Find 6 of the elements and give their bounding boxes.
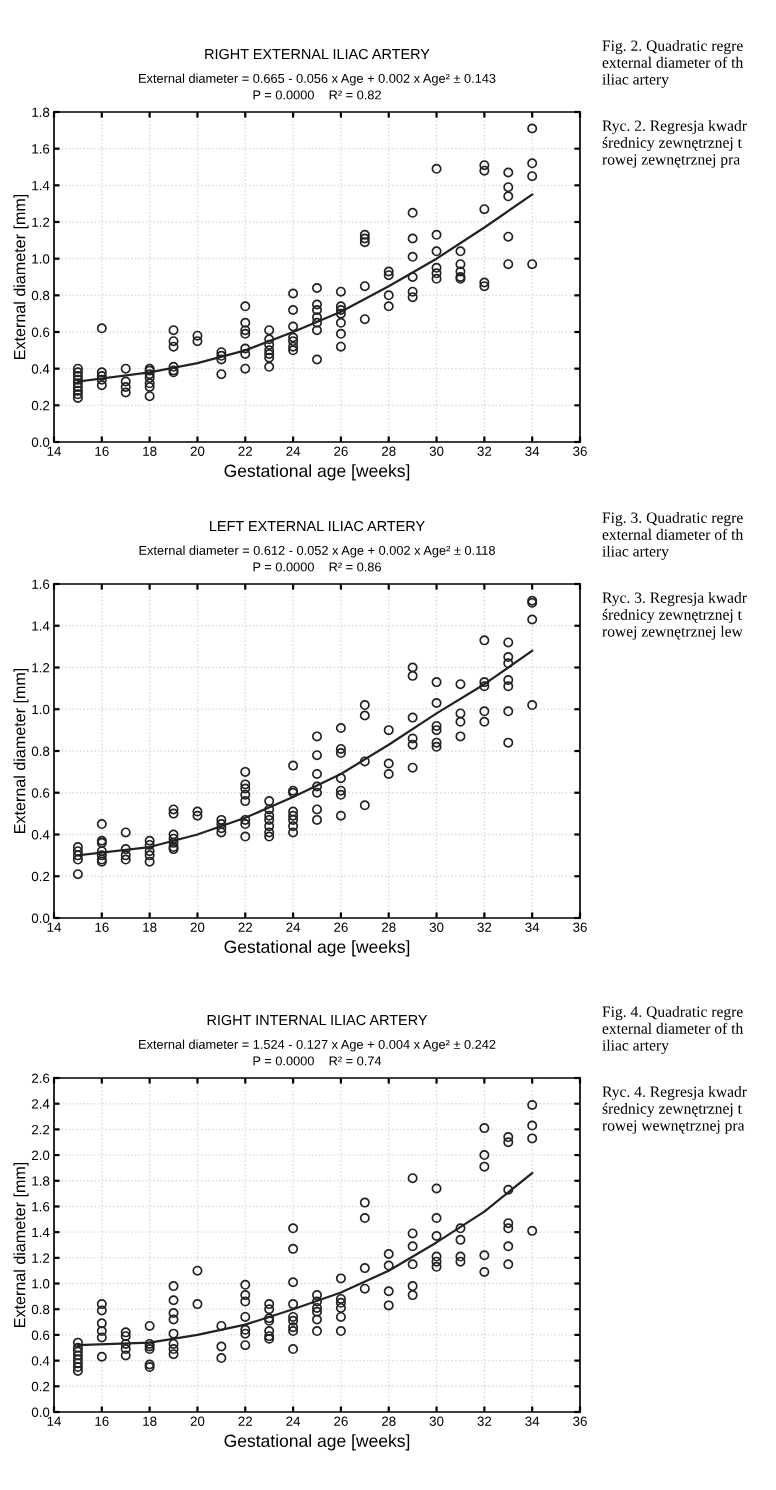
y-axis-title: External diameter [mm] [13, 668, 29, 833]
y-axis-title: External diameter [mm] [13, 194, 29, 359]
x-axis-title: Gestational age [weeks] [224, 464, 410, 481]
x-axis-title: Gestational age [weeks] [224, 1434, 410, 1451]
y-axis-title: External diameter [mm] [13, 1162, 29, 1327]
x-axis-title: Gestational age [weeks] [224, 940, 410, 957]
